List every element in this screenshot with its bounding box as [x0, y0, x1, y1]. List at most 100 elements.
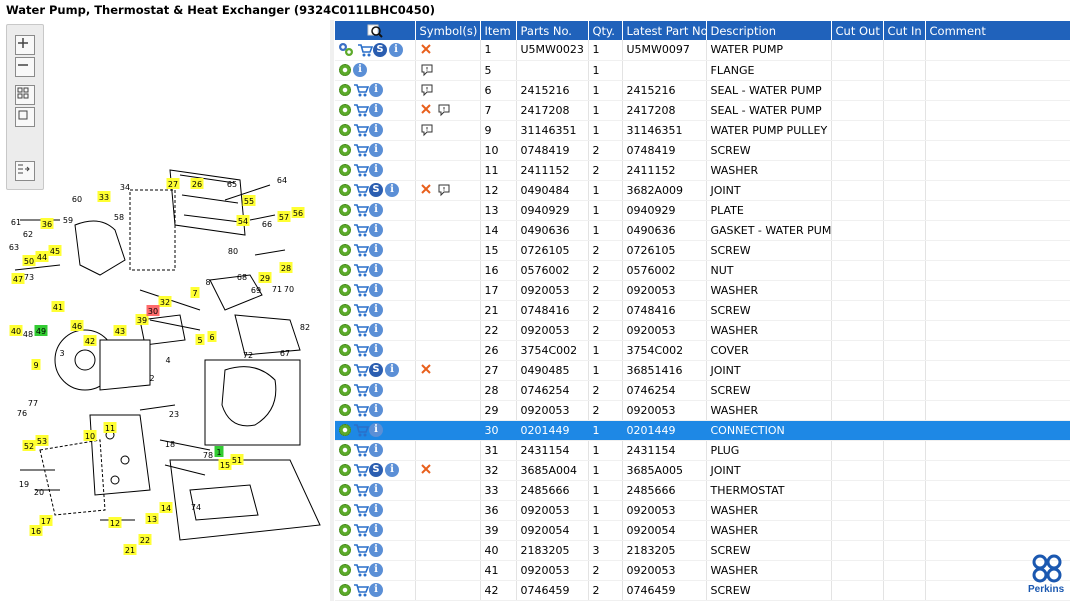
info-icon[interactable]: i	[353, 63, 367, 77]
column-header-cut-in[interactable]: Cut In	[883, 21, 926, 40]
callout-11[interactable]: 11	[103, 422, 117, 433]
multi-gear-icon[interactable]	[339, 42, 355, 57]
cart-icon[interactable]	[353, 323, 369, 337]
gear-icon[interactable]	[339, 364, 351, 376]
callout-27[interactable]: 27	[166, 178, 180, 189]
column-header-parts-no[interactable]: Parts No.	[516, 21, 589, 40]
info-icon[interactable]: i	[369, 563, 383, 577]
cart-icon[interactable]	[353, 523, 369, 537]
callout-16[interactable]: 16	[29, 525, 43, 536]
info-icon[interactable]: i	[369, 243, 383, 257]
info-icon[interactable]: i	[369, 263, 383, 277]
fit-window-button[interactable]	[15, 107, 35, 127]
cart-icon[interactable]	[353, 463, 369, 477]
gear-icon[interactable]	[339, 124, 351, 136]
cart-icon[interactable]	[353, 423, 369, 437]
info-icon[interactable]: i	[369, 123, 383, 137]
cart-icon[interactable]	[353, 383, 369, 397]
info-icon[interactable]: i	[369, 103, 383, 117]
table-row[interactable]: i 41 0920053 2 0920053 WASHER	[335, 560, 1070, 581]
callout-39[interactable]: 39	[135, 314, 149, 325]
cart-icon[interactable]	[353, 343, 369, 357]
table-row[interactable]: i 42 0746459 2 0746459 SCREW	[335, 580, 1070, 601]
gear-icon[interactable]	[339, 184, 351, 196]
table-row[interactable]: i 17 0920053 2 0920053 WASHER	[335, 280, 1070, 301]
not-available-icon[interactable]	[420, 103, 434, 117]
callout-40[interactable]: 40	[9, 325, 23, 336]
gear-icon[interactable]	[339, 384, 351, 396]
not-available-icon[interactable]	[420, 363, 434, 377]
gear-icon[interactable]	[339, 464, 351, 476]
info-icon[interactable]: i	[369, 423, 383, 437]
gear-icon[interactable]	[339, 504, 351, 516]
table-row[interactable]: i 6 2415216 1 2415216 SEAL - WATER PUMP	[335, 80, 1070, 101]
table-row[interactable]: i 10 0748419 2 0748419 SCREW	[335, 140, 1070, 161]
callout-44[interactable]: 44	[35, 251, 49, 262]
cart-icon[interactable]	[353, 283, 369, 297]
note-icon[interactable]	[420, 83, 434, 97]
cart-icon[interactable]	[353, 83, 369, 97]
callout-47[interactable]: 47	[11, 273, 25, 284]
info-icon[interactable]: i	[369, 83, 383, 97]
not-available-icon[interactable]	[420, 463, 434, 477]
info-icon[interactable]: i	[385, 363, 399, 377]
info-icon[interactable]: i	[369, 403, 383, 417]
cart-icon[interactable]	[353, 363, 369, 377]
column-header-latest-part-no[interactable]: Latest Part No.	[622, 21, 707, 40]
info-icon[interactable]: i	[369, 343, 383, 357]
info-icon[interactable]: i	[369, 503, 383, 517]
callout-26[interactable]: 26	[190, 178, 204, 189]
column-header-comment[interactable]: Comment	[925, 21, 1070, 40]
info-icon[interactable]: i	[385, 463, 399, 477]
callout-56[interactable]: 56	[291, 207, 305, 218]
cart-icon[interactable]	[353, 203, 369, 217]
gear-icon[interactable]	[339, 324, 351, 336]
panel-splitter[interactable]	[330, 20, 334, 601]
supersession-icon[interactable]: S	[369, 363, 383, 377]
table-row[interactable]: i 36 0920053 1 0920053 WASHER	[335, 500, 1070, 521]
cart-icon[interactable]	[353, 303, 369, 317]
gear-icon[interactable]	[339, 284, 351, 296]
callout-55[interactable]: 55	[242, 195, 256, 206]
supersession-icon[interactable]: S	[373, 42, 387, 57]
info-icon[interactable]: i	[369, 143, 383, 157]
gear-icon[interactable]	[339, 164, 351, 176]
callout-6[interactable]: 6	[207, 331, 217, 342]
callout-28[interactable]: 28	[279, 262, 293, 273]
table-row[interactable]: i 29 0920053 2 0920053 WASHER	[335, 400, 1070, 421]
gear-icon[interactable]	[339, 584, 351, 596]
gear-icon[interactable]	[339, 404, 351, 416]
cart-icon[interactable]	[353, 163, 369, 177]
column-header-description[interactable]: Description	[706, 21, 832, 40]
callout-13[interactable]: 13	[145, 513, 159, 524]
callout-5[interactable]: 5	[195, 334, 205, 345]
info-icon[interactable]: i	[369, 483, 383, 497]
callout-17[interactable]: 17	[39, 515, 53, 526]
gear-icon[interactable]	[339, 224, 351, 236]
gear-icon[interactable]	[339, 564, 351, 576]
table-row[interactable]: i 26 3754C002 1 3754C002 COVER	[335, 340, 1070, 361]
callout-50[interactable]: 50	[22, 255, 36, 266]
gear-icon[interactable]	[339, 304, 351, 316]
column-header-qty[interactable]: Qty.	[588, 21, 623, 40]
column-header-item[interactable]: Item	[480, 21, 517, 40]
callout-51[interactable]: 51	[230, 454, 244, 465]
info-icon[interactable]: i	[385, 183, 399, 197]
table-row[interactable]: i 39 0920054 1 0920054 WASHER	[335, 520, 1070, 541]
table-row[interactable]: i 14 0490636 1 0490636 GASKET - WATER PUMP	[335, 220, 1070, 241]
table-row[interactable]: i 33 2485666 1 2485666 THERMOSTAT	[335, 480, 1070, 501]
cart-icon[interactable]	[353, 103, 369, 117]
info-icon[interactable]: i	[369, 383, 383, 397]
info-icon[interactable]: i	[369, 443, 383, 457]
note-icon[interactable]	[437, 103, 451, 117]
table-row[interactable]: i 16 0576002 2 0576002 NUT	[335, 260, 1070, 281]
not-available-icon[interactable]	[420, 183, 434, 197]
note-icon[interactable]	[420, 123, 434, 137]
info-icon[interactable]: i	[369, 303, 383, 317]
column-header-actions[interactable]	[335, 21, 416, 40]
zoom-in-button[interactable]	[15, 35, 35, 55]
